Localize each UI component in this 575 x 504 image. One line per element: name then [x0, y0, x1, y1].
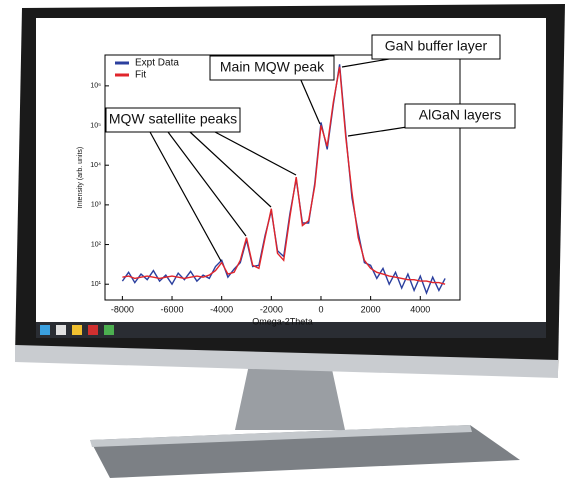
annotation: GaN buffer layer — [385, 38, 488, 54]
y-tick-label: 10⁴ — [90, 162, 101, 169]
taskbar-icon[interactable] — [72, 325, 82, 335]
annotation: AlGaN layers — [419, 107, 501, 123]
taskbar-icon[interactable] — [88, 325, 98, 335]
x-tick-label: -2000 — [260, 304, 283, 314]
legend-label: Expt Data — [135, 58, 179, 69]
x-tick-label: 0 — [318, 304, 323, 314]
annotation: MQW satellite peaks — [109, 111, 237, 127]
y-tick-label: 10⁶ — [90, 83, 101, 90]
monitor-scene: -8000 -6000 -4000 -2000 0 2000 4000 10¹ 10² 10³ 10… — [0, 0, 575, 504]
y-tick-label: 10² — [91, 241, 102, 248]
x-tick-label: -4000 — [210, 304, 233, 314]
y-tick-label: 10⁵ — [90, 122, 101, 129]
x-tick-label: 4000 — [410, 304, 430, 314]
x-axis-label: Omega-2Theta — [252, 316, 313, 326]
taskbar-icon[interactable] — [40, 325, 50, 335]
x-tick-label: -6000 — [161, 304, 184, 314]
annotation: Main MQW peak — [220, 59, 325, 75]
legend-label: Fit — [135, 70, 146, 81]
x-tick-label: 2000 — [361, 304, 381, 314]
y-axis-label: Intensity (arb. units) — [77, 147, 84, 208]
taskbar-icon[interactable] — [56, 325, 66, 335]
y-tick-label: 10¹ — [91, 281, 102, 288]
x-tick-label: -8000 — [111, 304, 134, 314]
y-tick-label: 10³ — [91, 202, 102, 209]
taskbar-icon[interactable] — [104, 325, 114, 335]
